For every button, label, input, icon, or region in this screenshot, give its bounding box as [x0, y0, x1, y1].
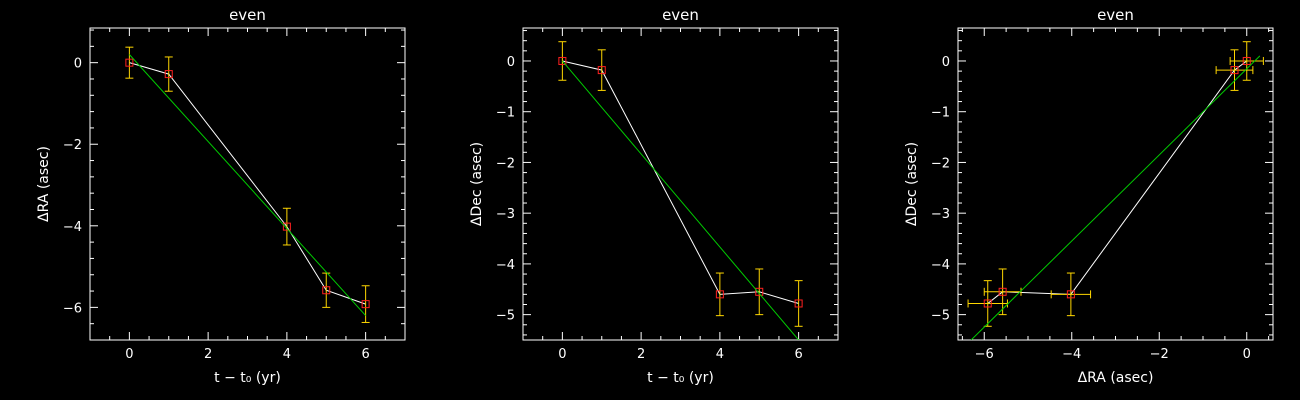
y-tick-label: −5 [496, 309, 515, 324]
data-point [715, 290, 724, 299]
chart-title: even [229, 6, 266, 24]
chart-title: even [1097, 6, 1134, 24]
fit-line [970, 55, 1261, 340]
y-axis-label: ΔDec (asec) [904, 142, 920, 226]
y-tick-label: 0 [507, 55, 515, 70]
plot-frame [522, 27, 839, 341]
data-point [1066, 290, 1075, 299]
y-tick-label: −5 [931, 309, 950, 324]
y-axis-label: ΔRA (asec) [36, 146, 52, 222]
x-tick-label: 6 [794, 347, 802, 362]
y-tick-label: −4 [931, 258, 950, 273]
chart-title: even [662, 6, 699, 24]
data-point [794, 299, 803, 308]
data-point [558, 56, 567, 65]
y-axis-label: ΔDec (asec) [469, 142, 485, 226]
data-point [755, 287, 764, 296]
x-tick-label: 4 [716, 347, 724, 362]
x-tick-label: 2 [637, 347, 645, 362]
y-tick-label: −1 [496, 106, 515, 121]
y-tick-label: 0 [942, 55, 950, 70]
data-line [987, 60, 1248, 304]
plot-area [558, 41, 803, 340]
x-tick-label: 0 [1243, 347, 1251, 362]
x-axis-label: t − t₀ (yr) [647, 370, 714, 386]
fit-line [129, 54, 366, 316]
data-point [983, 299, 992, 308]
fit-line [561, 60, 800, 340]
chart-panel-3: −6 −4 −2 0 0 −1 −2 −3 −4 −5 even ΔRA (asec) ΔDec (as… [904, 6, 1274, 386]
x-tick-label: 4 [283, 347, 291, 362]
x-tick-label: 2 [204, 347, 212, 362]
data-point [597, 66, 606, 75]
data-point [282, 222, 291, 231]
chart-panel-1: 0 2 4 6 0 −2 −4 −6 even t − t₀ (yr) ΔRA (asec) [36, 6, 406, 386]
y-tick-label: −2 [931, 156, 950, 171]
chart-panel-2: 0 2 4 6 0 −1 −2 −3 −4 −5 even t − t₀ (yr) ΔDec (asec… [469, 6, 839, 386]
x-tick-label: −4 [1062, 347, 1081, 362]
data-point [164, 70, 173, 79]
data-point [1242, 56, 1251, 65]
y-tick-label: −3 [496, 207, 515, 222]
y-tick-label: −2 [496, 156, 515, 171]
data-point [322, 286, 331, 295]
x-tick-label: 0 [558, 347, 566, 362]
plot-frame [957, 27, 1274, 341]
y-tick-label: −4 [63, 220, 82, 235]
x-axis-label: ΔRA (asec) [1078, 370, 1154, 386]
y-tick-label: −4 [496, 258, 515, 273]
x-tick-label: 6 [361, 347, 369, 362]
plot-area [125, 46, 370, 323]
x-axis-label: t − t₀ (yr) [214, 370, 281, 386]
data-point [361, 300, 370, 309]
data-point [1230, 66, 1239, 75]
y-tick-label: −1 [931, 106, 950, 121]
x-tick-label: −2 [1150, 347, 1169, 362]
data-line [129, 62, 366, 305]
data-point [998, 287, 1007, 296]
y-tick-label: 0 [74, 57, 82, 72]
x-tick-label: −6 [975, 347, 994, 362]
y-tick-label: −3 [931, 207, 950, 222]
data-point [125, 58, 134, 67]
x-tick-label: 0 [125, 347, 133, 362]
plot-frame [89, 27, 406, 341]
data-line [562, 60, 799, 304]
y-tick-label: −2 [63, 138, 82, 153]
plot-area [967, 41, 1264, 340]
y-tick-label: −6 [63, 301, 82, 316]
